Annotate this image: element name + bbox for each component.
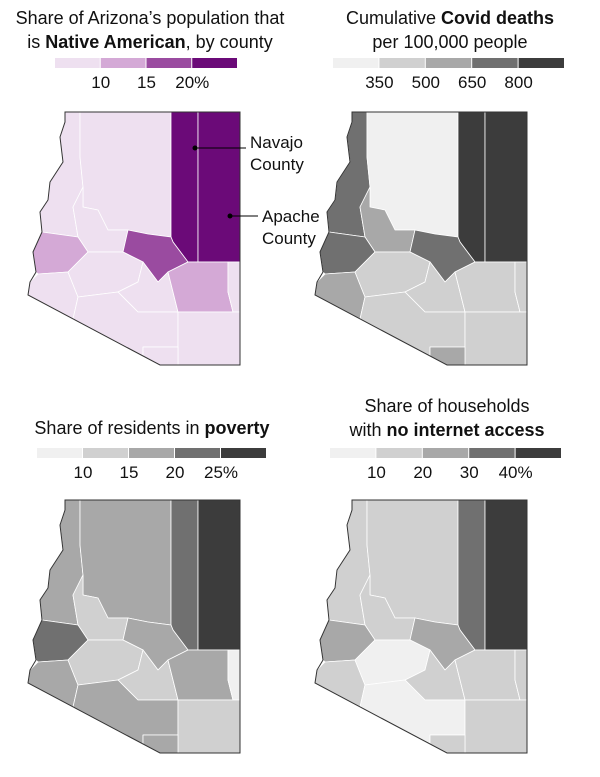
legend-swatch	[55, 58, 100, 68]
legend-label: 10	[367, 463, 386, 482]
county	[177, 699, 241, 754]
title-text: with	[348, 420, 386, 440]
state-outline	[314, 111, 528, 366]
legend-label: 10	[91, 73, 110, 92]
title-bold: no internet access	[386, 420, 544, 440]
leader-dot	[227, 213, 233, 219]
title-line: Share of households	[364, 396, 529, 416]
map	[314, 111, 528, 366]
county	[457, 111, 486, 263]
legend-swatch	[469, 448, 515, 458]
county	[464, 699, 528, 754]
legend-label: 10	[74, 463, 93, 482]
county	[429, 346, 466, 366]
map	[27, 499, 241, 754]
legend-label: 15	[120, 463, 139, 482]
county	[484, 499, 528, 651]
legend-swatch	[425, 58, 472, 68]
annotation: Navajo	[250, 133, 303, 152]
legend-label: 20	[166, 463, 185, 482]
legend-label: 500	[412, 73, 440, 92]
title-text: per 100,000 people	[372, 32, 527, 52]
county	[484, 111, 528, 263]
state-outline	[27, 111, 241, 366]
maps: 10 15 20% 350 500 650 800 10 15 20 25% 10 20 30 40%	[27, 58, 564, 754]
legend-swatch	[422, 448, 469, 458]
county	[197, 499, 241, 651]
title-text: , by county	[186, 32, 273, 52]
county	[170, 111, 199, 263]
legend-swatch	[379, 58, 425, 68]
legend-swatch	[515, 448, 561, 458]
county	[177, 311, 241, 366]
title-text: is	[27, 32, 45, 52]
annotation: Apache	[262, 207, 320, 226]
legend-swatch	[472, 58, 518, 68]
legend-swatch	[129, 448, 174, 458]
legend-swatch	[330, 448, 376, 458]
title-line: Share of residents in poverty	[34, 418, 269, 438]
legend-label: 40%	[499, 463, 533, 482]
legend-label: 25%	[204, 463, 238, 482]
legend-swatch	[518, 58, 564, 68]
legend-swatch	[192, 58, 237, 68]
title-line: is Native American, by county	[27, 32, 272, 52]
county	[170, 499, 199, 651]
county	[454, 261, 521, 313]
title-text: Share of households	[364, 396, 529, 416]
title-text: Cumulative	[346, 8, 441, 28]
state-outline	[27, 499, 241, 754]
title-bold: Covid deaths	[441, 8, 554, 28]
title-text: Share of residents in	[34, 418, 204, 438]
annotation: County	[250, 155, 304, 174]
legend-swatch	[37, 448, 82, 458]
title-text: Share of Arizona’s population that	[16, 8, 285, 28]
legend-swatch	[146, 58, 192, 68]
county	[457, 499, 486, 651]
legend-label: 20	[413, 463, 432, 482]
county	[454, 649, 521, 701]
title-line: with no internet access	[348, 420, 544, 440]
title-line: Cumulative Covid deaths	[346, 8, 554, 28]
county	[429, 734, 466, 754]
county	[197, 111, 241, 263]
county	[142, 734, 179, 754]
legend-swatch	[175, 448, 220, 458]
state-outline	[314, 499, 528, 754]
legend-label: 350	[365, 73, 393, 92]
legend-label: 800	[504, 73, 532, 92]
legend-label: 650	[458, 73, 486, 92]
legend-swatch	[83, 448, 128, 458]
county	[464, 311, 528, 366]
county	[167, 261, 234, 313]
county	[167, 649, 234, 701]
legend-swatch	[221, 448, 266, 458]
map	[314, 499, 528, 754]
legend-label: 15	[137, 73, 156, 92]
annotations: Navajo County Apache County	[192, 133, 320, 248]
annotation: County	[262, 229, 316, 248]
county	[142, 346, 179, 366]
legend-swatch	[100, 58, 146, 68]
legend-swatch	[376, 448, 422, 458]
title-line: per 100,000 people	[372, 32, 527, 52]
map	[27, 111, 241, 366]
legend-label: 20%	[175, 73, 209, 92]
title-bold: poverty	[205, 418, 270, 438]
legend-label: 30	[460, 463, 479, 482]
title-bold: Native American	[45, 32, 185, 52]
legend-swatch	[333, 58, 379, 68]
leader-dot	[192, 145, 198, 151]
title-line: Share of Arizona’s population that	[16, 8, 285, 28]
